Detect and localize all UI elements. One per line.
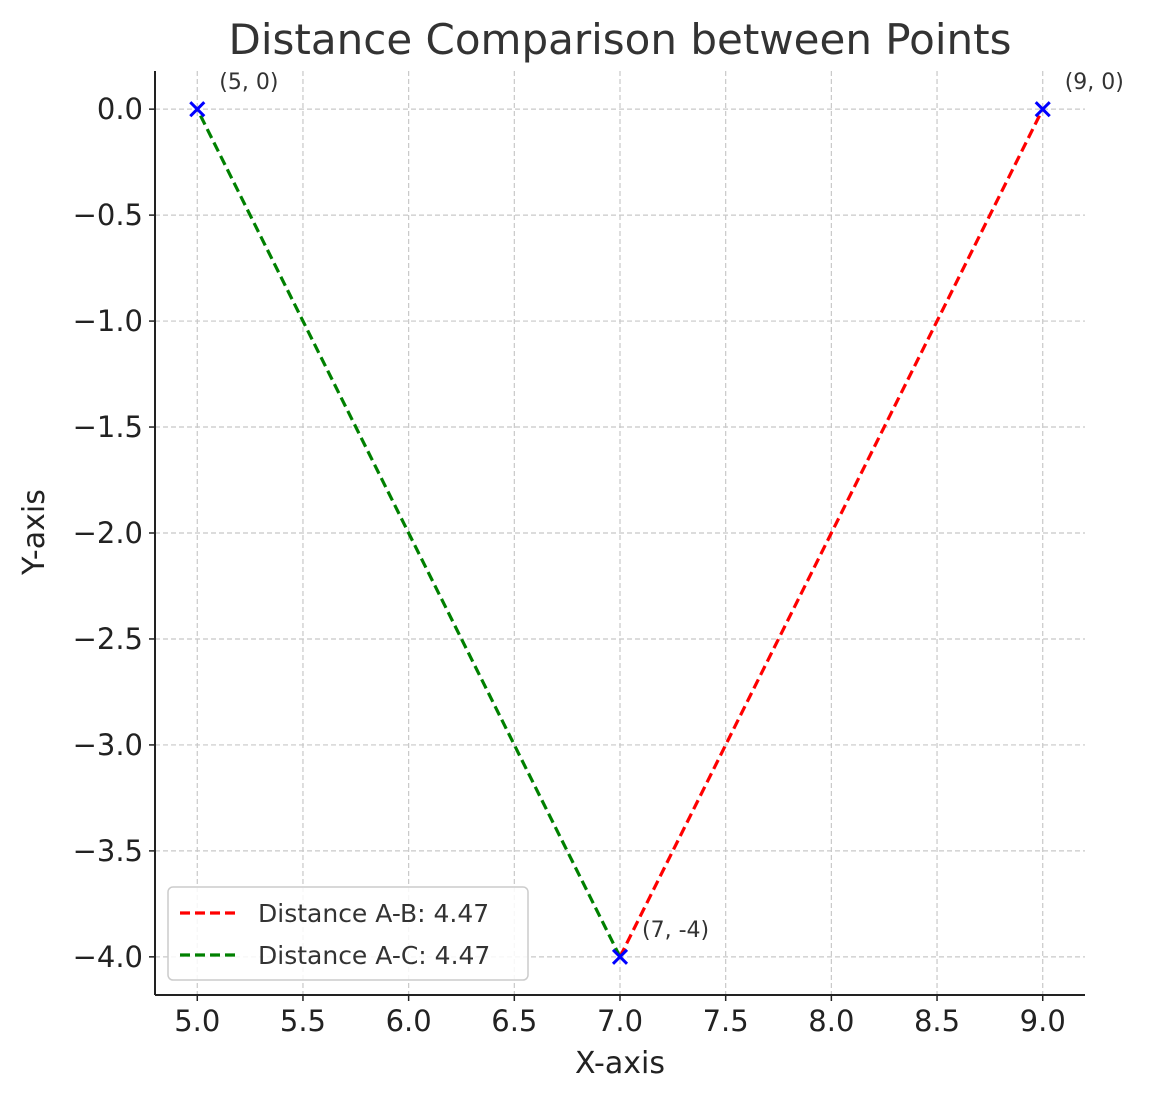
x-tick-label: 7.5	[703, 1004, 749, 1038]
point-marker	[189, 101, 206, 118]
point-marker	[611, 948, 629, 965]
y-axis-label: Y-axis	[17, 489, 52, 576]
series-line	[618, 108, 1045, 958]
x-axis-label: X-axis	[575, 1046, 665, 1081]
y-tick-label: −4.0	[73, 940, 143, 974]
tick-labels: 5.0 5.5 6.0 6.5 7.0 7.5 8.0 8.5 9.0 0.0 −0.5 −1.0 −1…	[73, 70, 1124, 1038]
y-tick-label: 0.0	[97, 92, 143, 126]
y-tick-label: −2.0	[73, 516, 143, 550]
point-label: (9, 0)	[1065, 70, 1124, 95]
point-marker	[1034, 101, 1051, 118]
x-tick-label: 9.0	[1020, 1004, 1066, 1038]
chart-title: Distance Comparison between Points	[229, 15, 1012, 64]
point-label: (5, 0)	[219, 70, 278, 95]
x-tick-label: 8.5	[914, 1004, 960, 1038]
y-tick-label: −3.0	[73, 728, 143, 762]
legend-entry: Distance A-C: 4.47	[258, 941, 490, 970]
series-lines	[195, 108, 1045, 958]
y-tick-label: −0.5	[73, 198, 143, 232]
grid	[155, 71, 1085, 995]
x-tick-label: 8.0	[808, 1004, 854, 1038]
series-line	[195, 108, 622, 958]
y-tick-label: −1.5	[73, 410, 143, 444]
x-tick-label: 5.0	[174, 1004, 220, 1038]
data-points	[189, 101, 1051, 965]
x-tick-label: 5.5	[280, 1004, 326, 1038]
legend: Distance A-B: 4.47 Distance A-C: 4.47	[167, 886, 529, 981]
y-tick-label: −3.5	[73, 834, 143, 868]
x-tick-label: 6.0	[386, 1004, 432, 1038]
point-label: (7, -4)	[642, 918, 709, 943]
legend-box	[167, 886, 529, 981]
x-tick-label: 6.5	[491, 1004, 537, 1038]
legend-entry: Distance A-B: 4.47	[258, 899, 489, 928]
y-tick-label: −1.0	[73, 304, 143, 338]
x-tick-label: 7.0	[597, 1004, 643, 1038]
axes	[149, 71, 1085, 1001]
y-tick-label: −2.5	[73, 622, 143, 656]
